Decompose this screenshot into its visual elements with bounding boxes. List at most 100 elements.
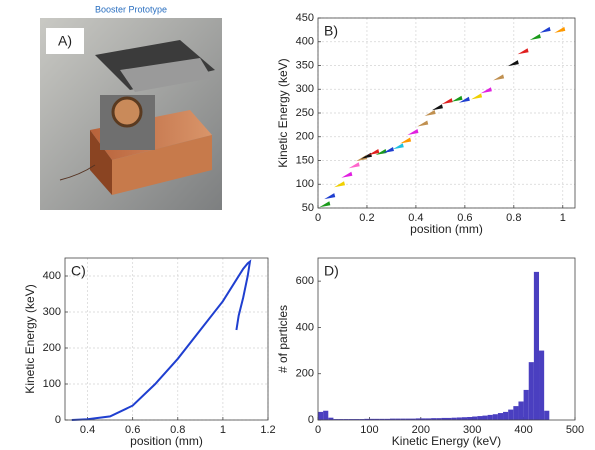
photo-label-box (46, 28, 84, 54)
y-tick-label: 200 (296, 131, 314, 143)
y-tick-label: 400 (43, 270, 61, 282)
point (458, 96, 470, 103)
y-tick-label: 200 (43, 342, 61, 354)
y-axis-label: # of particles (276, 305, 290, 373)
point (517, 48, 529, 55)
x-axis-label: position (mm) (410, 222, 483, 236)
y-tick-label: 600 (296, 275, 314, 287)
bar (328, 417, 334, 420)
bar (353, 419, 360, 420)
x-tick-label: 0.8 (506, 212, 521, 224)
y-tick-label: 150 (296, 154, 314, 166)
bar (431, 418, 437, 420)
bar (451, 417, 457, 420)
bar (482, 415, 488, 420)
panel-label: C) (71, 263, 86, 279)
y-tick-label: 300 (43, 306, 61, 318)
bar (523, 389, 529, 420)
bar (492, 414, 498, 420)
x-tick-label: 0 (315, 212, 321, 224)
bar (441, 417, 447, 420)
photo-title: Booster Prototype (95, 4, 167, 14)
x-tick-label: 1.2 (260, 424, 275, 436)
bar (389, 418, 396, 420)
bar (446, 417, 452, 420)
bar (338, 419, 344, 420)
x-tick-label: 400 (514, 424, 532, 436)
panel-label: D) (324, 263, 339, 279)
y-axis-label: Kinetic Energy (keV) (23, 284, 37, 393)
point (382, 147, 394, 154)
bar (467, 416, 473, 420)
bar (384, 418, 390, 420)
bar (348, 419, 354, 420)
bar (333, 419, 339, 420)
panel-label: B) (324, 23, 338, 39)
y-tick-label: 250 (296, 107, 314, 119)
x-tick-label: 0.6 (457, 212, 472, 224)
y-tick-label: 350 (296, 59, 314, 71)
point (424, 110, 436, 116)
point (507, 60, 519, 67)
y-tick-label: 100 (43, 378, 61, 390)
point (407, 129, 419, 135)
point (400, 137, 412, 144)
point (348, 162, 360, 169)
bar (400, 418, 406, 420)
x-tick-label: 0.4 (80, 424, 95, 436)
bar (508, 409, 514, 420)
x-tick-label: 1 (560, 212, 566, 224)
bar (395, 418, 401, 420)
x-tick-label: 500 (566, 424, 584, 436)
bar (410, 418, 416, 420)
photo-copper-front (112, 135, 212, 195)
x-tick-label: 0.4 (408, 212, 423, 224)
point (392, 143, 404, 150)
point (334, 181, 346, 188)
bar (528, 362, 534, 420)
x-tick-label: 300 (463, 424, 481, 436)
bar (436, 418, 442, 420)
bar (343, 419, 349, 420)
bar (477, 416, 483, 420)
y-tick-label: 400 (296, 321, 314, 333)
point (529, 34, 541, 40)
point (451, 95, 463, 102)
bar (544, 410, 550, 420)
plot-frame (317, 17, 576, 209)
bar (487, 414, 493, 420)
bar (456, 417, 462, 420)
bar (539, 350, 545, 420)
x-axis-label: position (mm) (130, 434, 203, 448)
point (360, 152, 372, 159)
bar (503, 411, 509, 420)
y-tick-label: 300 (296, 83, 314, 95)
y-tick-label: 450 (296, 12, 314, 24)
y-tick-label: 400 (296, 36, 314, 48)
bar (533, 271, 540, 420)
y-tick-label: 100 (296, 178, 314, 190)
bar (323, 410, 329, 420)
photo-copper-side (90, 130, 112, 195)
x-tick-label: 200 (412, 424, 430, 436)
bar (513, 406, 519, 420)
point (493, 74, 505, 81)
plot-frame (64, 257, 269, 421)
point (539, 26, 551, 33)
photo-wire (59, 164, 96, 181)
photo-arm-plate (120, 58, 212, 92)
bar (420, 418, 426, 420)
bar (425, 418, 432, 420)
point (471, 93, 483, 100)
panel-label: A) (58, 33, 72, 49)
x-tick-label: 0 (315, 424, 321, 436)
x-axis-label: Kinetic Energy (keV) (392, 434, 501, 448)
point (356, 155, 368, 162)
point (431, 104, 443, 111)
bar (364, 418, 370, 420)
bar (369, 418, 375, 420)
y-tick-label: 200 (296, 368, 314, 380)
bar (461, 417, 468, 420)
photo-ring (111, 96, 143, 128)
